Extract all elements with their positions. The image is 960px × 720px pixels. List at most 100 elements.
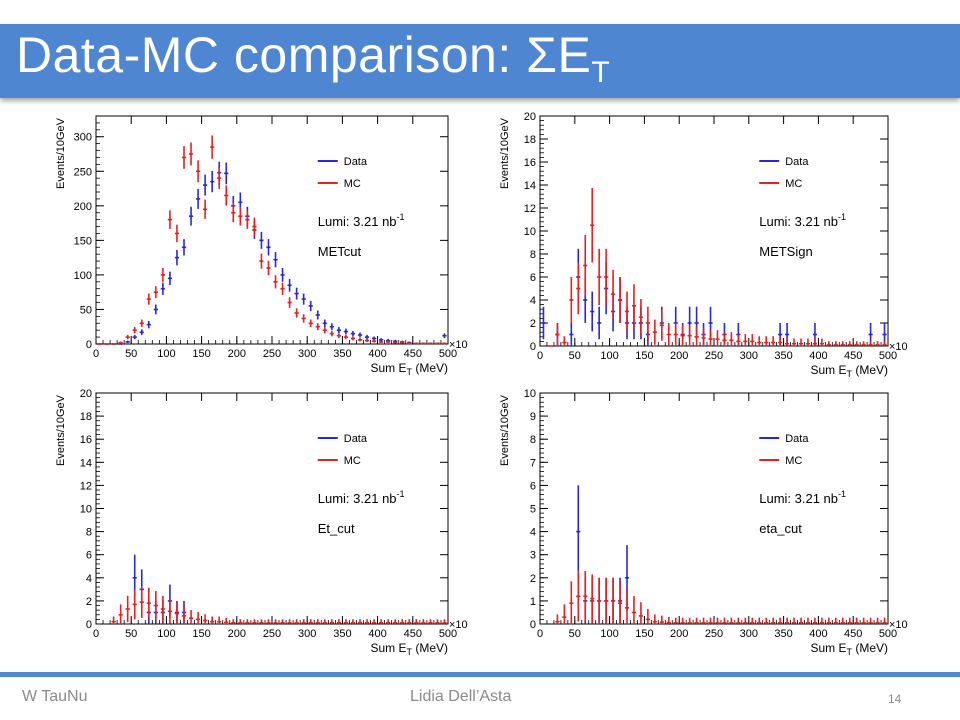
- mc-point: [287, 619, 292, 624]
- x-tick-label: 100: [600, 350, 618, 362]
- mc-point: [562, 336, 567, 346]
- mc-point: [252, 619, 257, 624]
- y-axis-label: Events/10GeV: [55, 117, 67, 189]
- x-axis-multiplier: ×10: [449, 619, 468, 631]
- title-bar: Data-MC comparison: ΣET: [0, 24, 960, 98]
- mc-point: [421, 619, 426, 624]
- x-axis-label-main: Sum E: [370, 641, 406, 655]
- mc-point: [617, 277, 623, 323]
- mc-point: [280, 619, 285, 624]
- x-axis-multiplier: ×10: [889, 619, 908, 631]
- data-point: [195, 188, 201, 209]
- x-axis-label-main: Sum E: [810, 363, 846, 377]
- y-tick-label: 8: [530, 249, 536, 261]
- footer-rule: [0, 672, 960, 677]
- y-tick-label: 100: [74, 270, 92, 282]
- y-tick-label: 6: [530, 480, 536, 492]
- mc-point: [118, 341, 123, 344]
- slide-title-subscript: T: [591, 56, 611, 89]
- mc-point: [188, 142, 194, 166]
- mc-point: [638, 299, 644, 336]
- mc-point: [833, 341, 838, 346]
- mc-point: [882, 617, 887, 624]
- mc-point: [798, 338, 804, 346]
- y-tick-label: 10: [80, 504, 92, 516]
- mc-point: [188, 610, 194, 624]
- data-point: [541, 306, 546, 340]
- mc-point: [259, 619, 264, 624]
- mc-point: [357, 338, 363, 342]
- mc-point: [757, 617, 762, 624]
- data-point: [259, 231, 264, 249]
- mc-point: [139, 586, 144, 618]
- lumi-exponent: -1: [397, 212, 405, 222]
- x-tick-label: 300: [740, 350, 758, 362]
- mc-point: [111, 616, 116, 624]
- x-axis-multiplier: ×10: [449, 339, 468, 351]
- data-point: [203, 174, 208, 196]
- mc-point: [315, 323, 320, 331]
- slide-title-main: Data-MC comparison: ΣE: [16, 27, 592, 83]
- mc-point: [357, 619, 363, 624]
- mc-point: [610, 577, 616, 624]
- mc-point: [379, 619, 384, 624]
- data-point: [597, 306, 602, 340]
- data-point: [266, 239, 271, 256]
- x-tick-label: 0: [537, 628, 543, 640]
- mc-point: [708, 617, 713, 624]
- y-tick-label: 0: [86, 619, 92, 631]
- mc-point: [784, 617, 790, 624]
- mc-point: [722, 617, 727, 624]
- data-point: [132, 334, 137, 340]
- mc-point: [645, 306, 650, 340]
- mc-point: [875, 341, 880, 346]
- data-point: [576, 485, 581, 578]
- data-point: [160, 282, 165, 295]
- mc-point: [287, 297, 292, 308]
- mc-point: [659, 309, 664, 341]
- x-tick-label: 250: [705, 628, 723, 640]
- mc-point: [645, 609, 650, 624]
- data-point: [308, 300, 313, 312]
- mc-point: [329, 330, 334, 337]
- mc-point: [791, 338, 797, 346]
- legend-mc-label: MC: [344, 178, 361, 190]
- y-tick-label: 14: [80, 457, 92, 469]
- x-tick-label: 250: [705, 350, 723, 362]
- mc-point: [610, 269, 616, 319]
- data-point: [188, 206, 194, 226]
- data-point: [322, 319, 327, 328]
- mc-point: [224, 617, 229, 624]
- y-tick-label: 8: [86, 527, 92, 539]
- data-point: [336, 327, 341, 334]
- x-axis-label-unit: (MeV): [412, 361, 448, 375]
- mc-point: [203, 614, 208, 624]
- lumi-value: Lumi: 3.21 nb: [759, 214, 838, 229]
- mc-point: [624, 291, 630, 332]
- y-tick-label: 150: [74, 235, 92, 247]
- y-tick-label: 6: [86, 550, 92, 562]
- data-point: [139, 329, 144, 336]
- mc-point: [322, 619, 327, 624]
- mc-point: [701, 617, 706, 624]
- mc-point: [771, 336, 776, 346]
- mc-point: [343, 619, 349, 624]
- x-tick-label: 0: [537, 350, 543, 362]
- data-point: [301, 293, 306, 305]
- mc-point: [673, 617, 678, 624]
- y-tick-label: 1: [530, 596, 536, 608]
- mc-point: [414, 342, 419, 345]
- y-tick-label: 4: [530, 295, 536, 307]
- mc-point: [764, 617, 769, 624]
- y-tick-label: 2: [530, 573, 536, 585]
- x-tick-label: 350: [774, 628, 792, 640]
- mc-point: [805, 338, 811, 346]
- lumi-exponent: -1: [838, 212, 846, 222]
- data-point: [287, 278, 292, 292]
- mc-point: [576, 262, 581, 315]
- legend-data-label: Data: [344, 433, 368, 445]
- series-mc: [111, 586, 447, 624]
- x-tick-label: 350: [333, 348, 351, 360]
- mc-point: [736, 617, 741, 624]
